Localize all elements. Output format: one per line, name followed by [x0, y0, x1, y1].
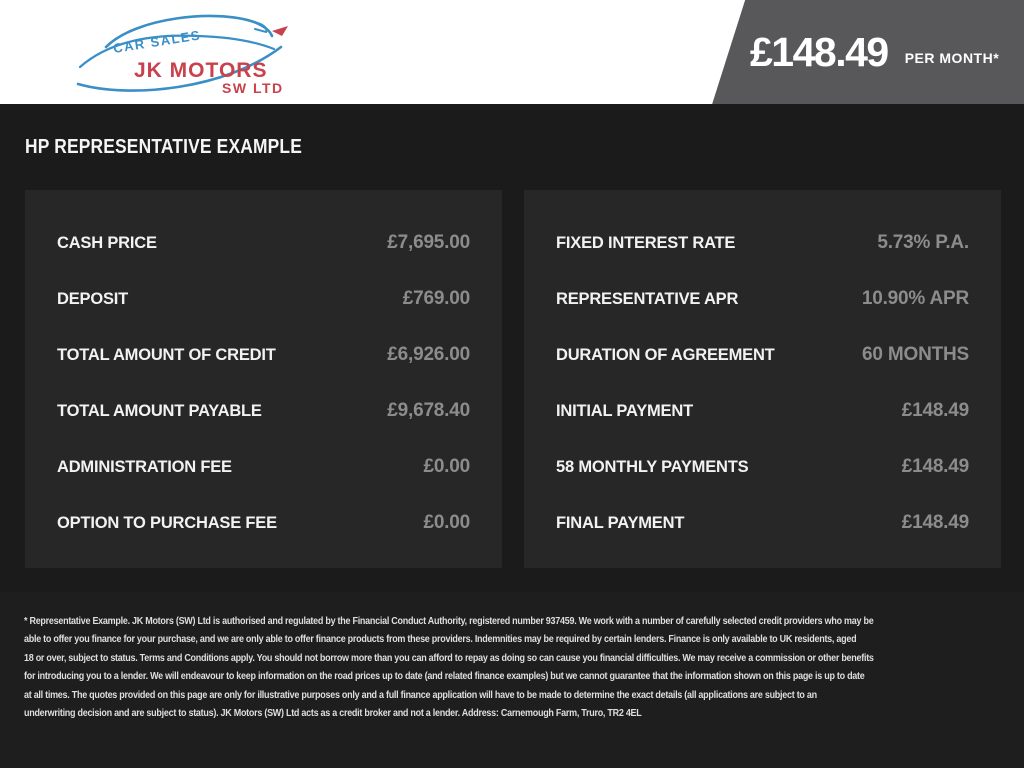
finance-row-interest-rate: FIXED INTEREST RATE 5.73% P.A. [556, 215, 969, 271]
row-label: OPTION TO PURCHASE FEE [57, 513, 277, 532]
disclaimer-line: underwriting decision and are subject to… [24, 708, 642, 720]
finance-row-cash-price: CASH PRICE £7,695.00 [57, 215, 470, 271]
logo-jk-motors-text: JK MOTORS [134, 59, 267, 82]
disclaimer-footer: * Representative Example. JK Motors (SW)… [0, 592, 1024, 768]
finance-panel-left: CASH PRICE £7,695.00 DEPOSIT £769.00 TOT… [25, 190, 502, 568]
row-value: 10.90% APR [861, 288, 969, 309]
finance-row-total-credit: TOTAL AMOUNT OF CREDIT £6,926.00 [57, 327, 470, 383]
finance-row-initial-payment: INITIAL PAYMENT £148.49 [556, 383, 969, 439]
finance-row-option-fee: OPTION TO PURCHASE FEE £0.00 [57, 495, 470, 551]
row-value: £148.49 [901, 456, 969, 477]
car-sketch-icon: CAR SALES JK MOTORS SW LTD [76, 14, 288, 96]
row-label: TOTAL AMOUNT OF CREDIT [57, 345, 276, 364]
row-label: CASH PRICE [57, 233, 157, 252]
row-value: £0.00 [423, 512, 470, 533]
row-label: DURATION OF AGREEMENT [556, 345, 775, 364]
title-bar: HP REPRESENTATIVE EXAMPLE [0, 104, 1024, 190]
row-label: FINAL PAYMENT [556, 513, 685, 532]
logo-sw-ltd-text: SW LTD [222, 80, 284, 96]
row-label: 58 MONTHLY PAYMENTS [556, 457, 749, 476]
row-label: ADMINISTRATION FEE [57, 457, 232, 476]
row-value: £769.00 [402, 288, 470, 309]
finance-row-duration: DURATION OF AGREEMENT 60 MONTHS [556, 327, 969, 383]
row-value: £0.00 [423, 456, 470, 477]
logo-car-sales-text: CAR SALES [112, 27, 202, 56]
row-label: INITIAL PAYMENT [556, 401, 693, 420]
finance-row-monthly-payments: 58 MONTHLY PAYMENTS £148.49 [556, 439, 969, 495]
finance-panel-right: FIXED INTEREST RATE 5.73% P.A. REPRESENT… [524, 190, 1001, 568]
page-title: HP REPRESENTATIVE EXAMPLE [25, 135, 302, 158]
header-bar: CAR SALES JK MOTORS SW LTD £148.49 PER M… [0, 0, 1024, 104]
disclaimer-line: * Representative Example. JK Motors (SW)… [24, 616, 874, 627]
finance-row-deposit: DEPOSIT £769.00 [57, 271, 470, 327]
row-label: TOTAL AMOUNT PAYABLE [57, 401, 262, 420]
disclaimer-line: 18 or over, subject to status. Terms and… [24, 652, 874, 664]
row-label: FIXED INTEREST RATE [556, 233, 736, 252]
disclaimer-line: at all times. The quotes provided on thi… [24, 689, 817, 701]
finance-panels: CASH PRICE £7,695.00 DEPOSIT £769.00 TOT… [25, 190, 1001, 568]
finance-row-admin-fee: ADMINISTRATION FEE £0.00 [57, 439, 470, 495]
row-label: REPRESENTATIVE APR [556, 289, 739, 308]
row-value: 5.73% P.A. [877, 232, 969, 253]
disclaimer-text: * Representative Example. JK Motors (SW)… [24, 613, 924, 723]
row-label: DEPOSIT [57, 289, 129, 308]
row-value: £9,678.40 [387, 400, 470, 421]
finance-row-final-payment: FINAL PAYMENT £148.49 [556, 495, 969, 551]
disclaimer-line: for introducing you to a lender. We will… [24, 671, 865, 683]
monthly-price-flag: £148.49 PER MONTH* [712, 0, 1024, 104]
row-value: £148.49 [901, 512, 969, 533]
finance-row-apr: REPRESENTATIVE APR 10.90% APR [556, 271, 969, 327]
jk-motors-logo[interactable]: CAR SALES JK MOTORS SW LTD [76, 5, 296, 100]
disclaimer-line: able to offer you finance for your purch… [24, 634, 857, 646]
row-value: £6,926.00 [387, 344, 470, 365]
row-value: 60 MONTHS [862, 344, 969, 365]
row-value: £148.49 [901, 400, 969, 421]
monthly-price-suffix: PER MONTH* [904, 50, 1000, 66]
row-value: £7,695.00 [387, 232, 470, 253]
monthly-price: £148.49 [750, 28, 889, 75]
finance-row-total-payable: TOTAL AMOUNT PAYABLE £9,678.40 [57, 383, 470, 439]
